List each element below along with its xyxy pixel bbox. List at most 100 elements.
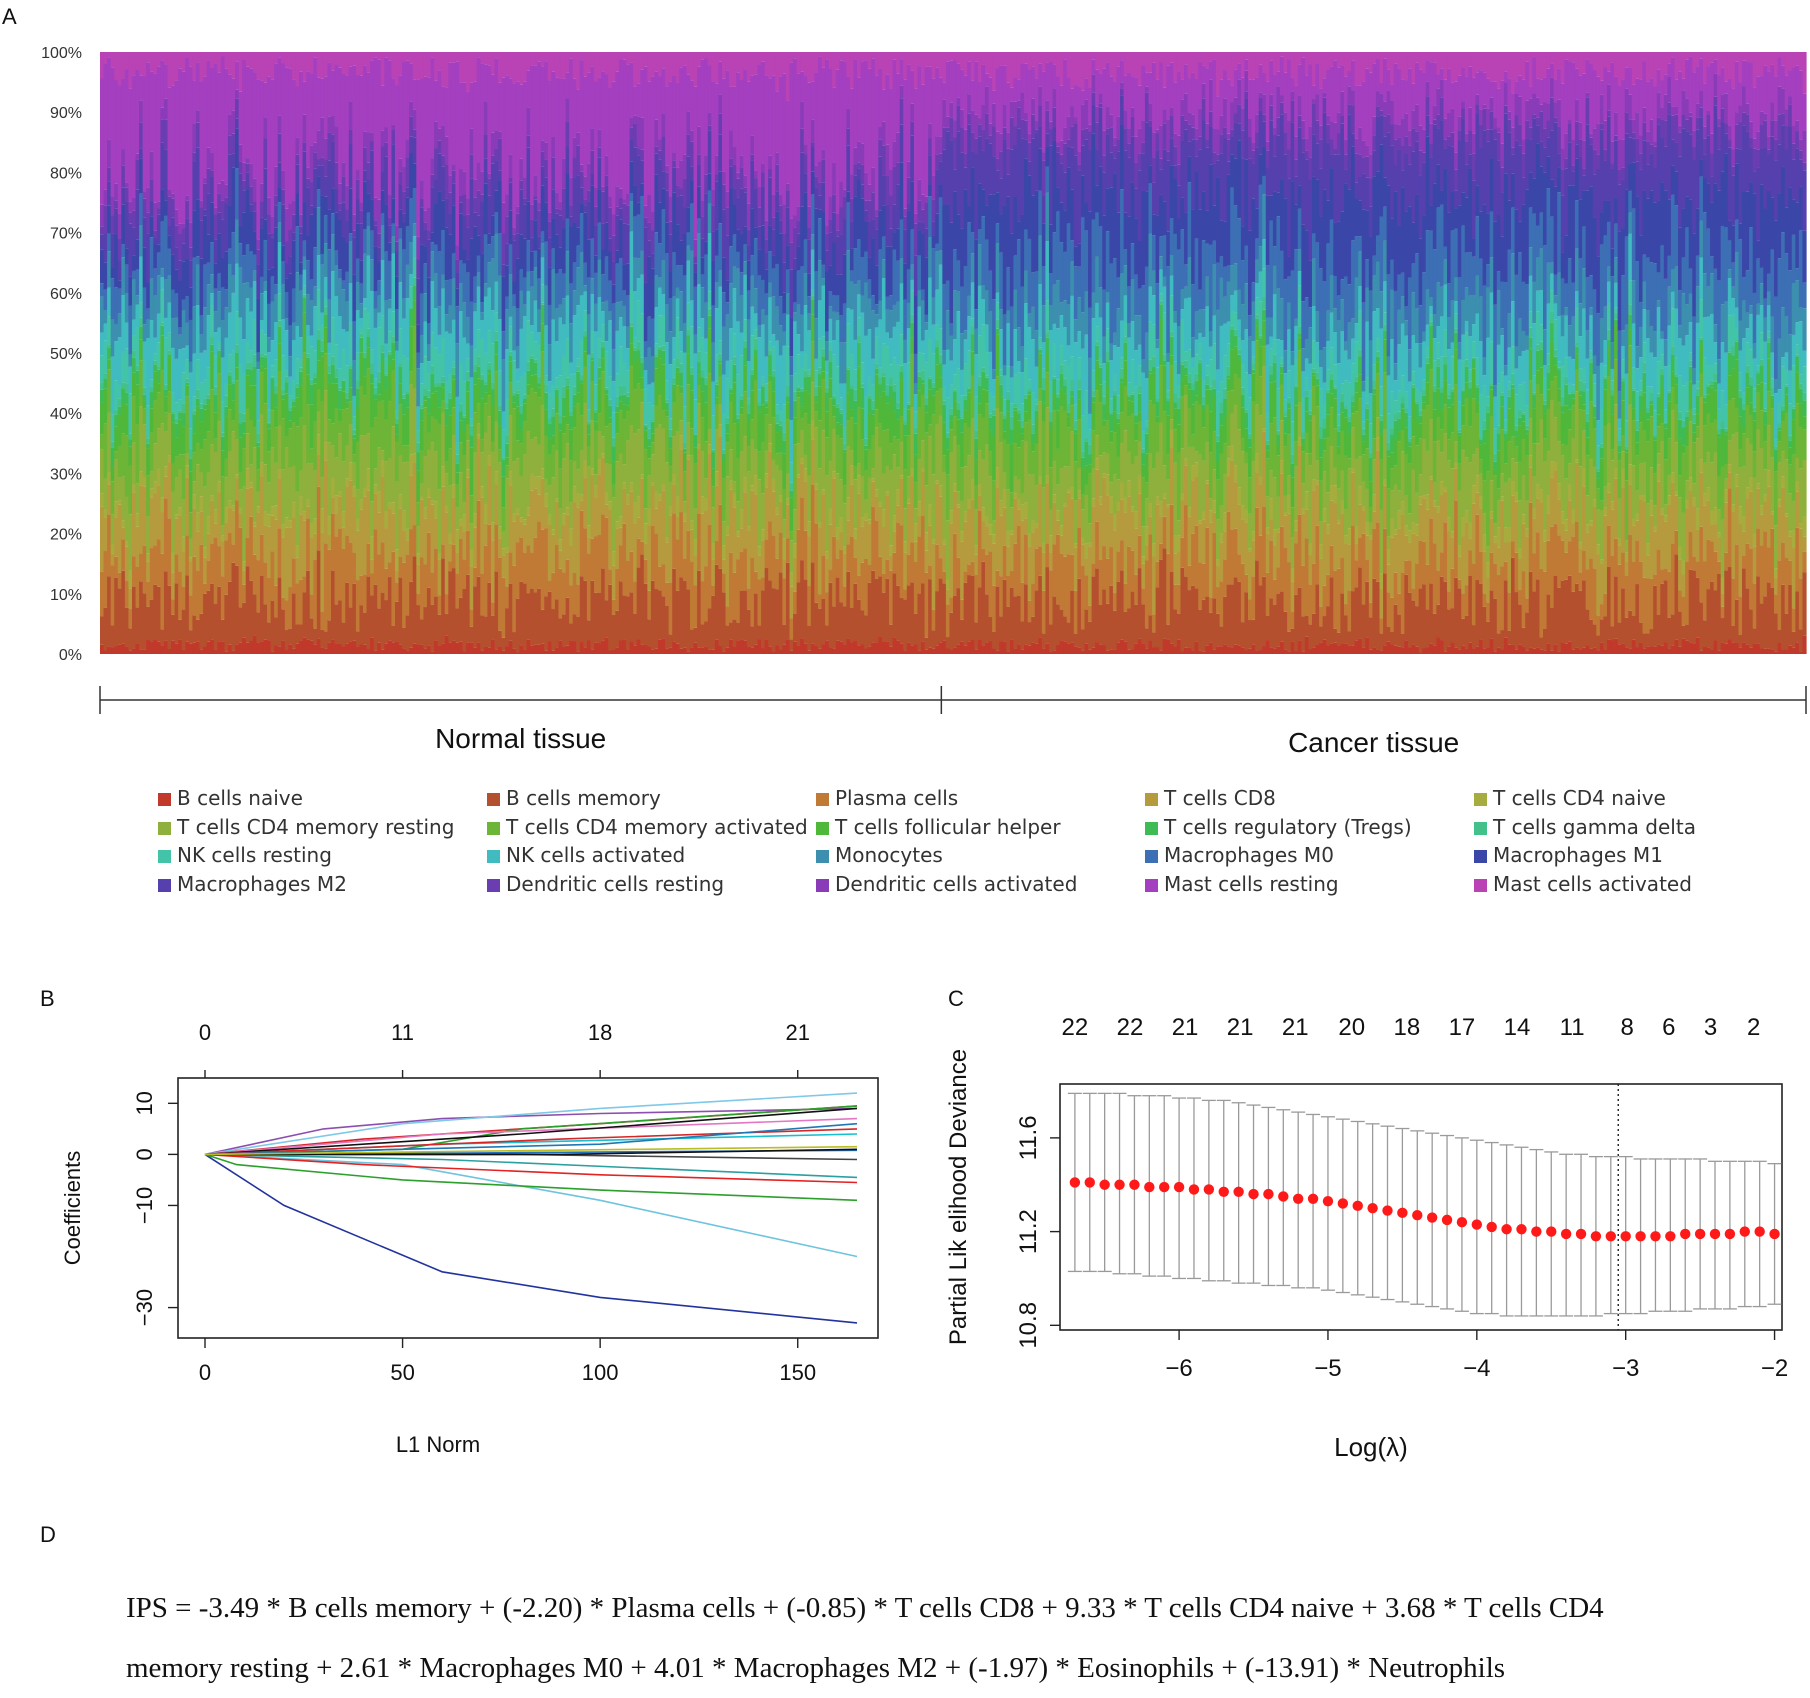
bar-segment: [245, 163, 250, 173]
bar-segment: [817, 56, 823, 162]
bar-segment: [227, 500, 233, 509]
bar-segment: [892, 141, 897, 167]
bar-segment: [604, 300, 609, 342]
bar-segment: [679, 351, 684, 364]
bar-segment: [473, 81, 478, 180]
bar-segment: [746, 646, 752, 654]
bar-segment: [761, 225, 766, 280]
bar-segment: [213, 604, 218, 650]
bar-segment: [387, 52, 393, 61]
bar-segment: [729, 552, 734, 623]
bar-segment: [128, 305, 133, 355]
bar-segment: [608, 509, 613, 570]
bar-segment: [750, 306, 755, 336]
bar-segment: [519, 443, 524, 476]
bar-segment: [732, 333, 737, 357]
bar-segment: [409, 136, 414, 153]
bar-segment: [501, 52, 506, 78]
bar-segment: [618, 385, 624, 396]
bar-segment: [163, 119, 169, 150]
bar-segment: [434, 596, 439, 641]
bar-segment: [938, 264, 943, 329]
bar-segment: [554, 501, 560, 546]
bar-segment: [825, 392, 830, 412]
bar-segment: [601, 436, 606, 454]
bar-segment: [153, 493, 158, 546]
bar-segment: [455, 343, 460, 397]
bar-segment: [167, 413, 172, 456]
bar-segment: [526, 431, 531, 508]
bar-segment: [203, 398, 208, 405]
sample-bar: [650, 52, 656, 654]
bar-segment: [245, 368, 250, 376]
bar-segment: [512, 294, 517, 307]
bar-segment: [395, 582, 400, 602]
bar-segment: [160, 142, 165, 190]
bar-segment: [537, 383, 542, 388]
bar-segment: [426, 344, 432, 362]
sample-bar: [437, 52, 442, 654]
bar-segment: [881, 527, 887, 574]
bar-segment: [281, 418, 286, 470]
bar-segment: [864, 282, 869, 336]
bar-segment: [817, 260, 823, 301]
bar-segment: [785, 190, 791, 208]
bar-segment: [597, 259, 602, 298]
bar-segment: [789, 317, 794, 357]
bar-segment: [199, 200, 204, 208]
bar-segment: [188, 66, 193, 223]
bar-segment: [871, 400, 876, 410]
bar-segment: [771, 478, 776, 492]
bar-segment: [796, 386, 801, 389]
bar-segment: [142, 545, 147, 594]
bar-segment: [370, 501, 375, 537]
bar-segment: [135, 513, 140, 527]
bar-segment: [789, 490, 794, 498]
bar-segment: [753, 178, 759, 190]
sample-bar: [267, 52, 272, 654]
bar-segment: [746, 413, 752, 422]
bar-segment: [597, 459, 602, 475]
bar-segment: [782, 292, 787, 314]
bar-segment: [348, 641, 353, 654]
bar-segment: [739, 395, 744, 400]
bar-segment: [448, 234, 453, 280]
bar-segment: [195, 389, 201, 399]
bar-segment: [366, 468, 371, 491]
bar-segment: [842, 383, 847, 427]
bar-segment: [245, 408, 250, 434]
bar-segment: [309, 537, 314, 595]
bar-segment: [409, 274, 414, 287]
bar-segment: [373, 308, 378, 328]
bar-segment: [448, 448, 453, 486]
bar-segment: [146, 187, 151, 213]
bar-segment: [220, 52, 225, 57]
bar-segment: [267, 352, 272, 410]
bar-segment: [284, 630, 289, 651]
bar-segment: [629, 491, 634, 552]
bar-segment: [590, 185, 595, 239]
bar-segment: [178, 507, 183, 516]
bar-segment: [448, 571, 453, 643]
bar-segment: [910, 407, 915, 468]
bar-segment: [235, 219, 240, 264]
bar-segment: [288, 644, 293, 654]
bar-segment: [785, 396, 791, 403]
bar-segment: [896, 162, 901, 185]
bar-segment: [924, 397, 929, 405]
bar-segment: [913, 411, 919, 428]
sample-bar: [242, 52, 247, 654]
bar-segment: [199, 496, 204, 512]
bar-segment: [160, 107, 165, 120]
bar-segment: [409, 242, 414, 275]
bar-segment: [611, 261, 616, 285]
bar-segment: [206, 147, 211, 169]
bar-segment: [714, 404, 720, 430]
bar-segment: [451, 374, 457, 380]
bar-segment: [316, 130, 321, 160]
bar-segment: [601, 568, 606, 641]
bar-segment: [668, 515, 673, 583]
sample-bar: [146, 52, 151, 654]
bar-segment: [718, 52, 723, 62]
bar-segment: [793, 444, 798, 510]
